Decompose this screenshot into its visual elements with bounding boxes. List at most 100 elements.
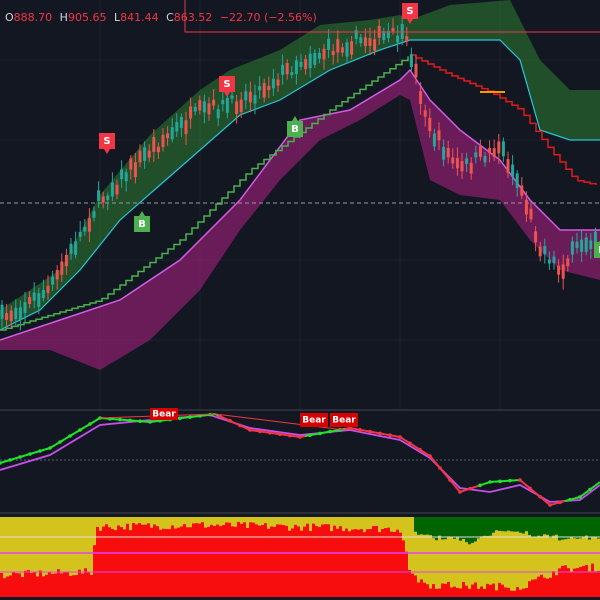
candle-body [106,195,110,200]
candle-body [285,63,289,75]
candle-body [37,293,41,307]
oscillator-dot [148,420,152,424]
hist-red [39,570,42,597]
hist-red [249,522,252,597]
hist-green [429,517,432,536]
hist-yellow [54,517,57,597]
hist-red [522,588,525,597]
hist-green [489,517,492,536]
hist-red [450,587,453,597]
hist-yellow [426,517,429,597]
candle-body [51,276,55,285]
hist-yellow [27,517,30,597]
candle-body [46,285,50,293]
oscillator-dot [358,428,362,432]
hist-red [234,526,237,597]
candle-body [327,38,331,50]
candle-body [189,106,193,119]
hist-red [585,564,588,597]
hist-red [498,582,501,597]
hist-red [147,523,150,597]
field-key: O [5,11,14,24]
candle-body [308,53,312,69]
hist-red [351,529,354,597]
hist-red [396,529,399,597]
candle-body [262,83,266,98]
oscillator-dot [328,429,332,434]
oscillator-dot [138,419,142,424]
hist-green [552,517,555,536]
hist-yellow [9,517,12,597]
candle-body [465,158,469,164]
hist-red [567,568,570,597]
hist-green [414,517,417,532]
hist-red [198,523,201,597]
hist-green [435,517,438,541]
oscillator-dot [28,452,32,456]
candle-body [460,161,464,172]
candle-body [138,150,142,163]
candle-body [193,106,197,112]
hist-red [33,572,36,597]
hist-red [471,584,474,597]
candle-body [92,211,96,218]
hist-yellow [579,517,582,597]
field-value: 905.65 [68,11,107,24]
candle-body [258,86,262,91]
hist-yellow [417,517,420,597]
hist-red [453,586,456,597]
candle-body [304,59,308,70]
hist-red [108,527,111,597]
hist-yellow [456,517,459,597]
hist-red [30,573,33,597]
hist-green [450,517,453,538]
hist-yellow [438,517,441,597]
hist-yellow [528,517,531,597]
signal-label: B [598,245,600,256]
divergence-line [214,413,346,431]
candle-body [9,310,13,322]
hist-red [594,571,597,597]
bear-label: Bear [300,413,328,427]
hist-red [438,588,441,597]
oscillator-dot [238,423,242,428]
hist-red [363,532,366,597]
oscillator-dot [308,433,312,438]
hist-red [486,583,489,597]
candle-body [216,109,220,119]
hist-yellow [84,517,87,597]
hist-red [474,582,477,597]
oscillator-dot [508,478,512,483]
hist-green [480,517,483,537]
candle-body [83,226,87,232]
hist-green [468,517,471,545]
oscillator-dot [248,428,252,432]
hist-green [579,517,582,539]
hist-red [324,524,327,597]
hist-red [90,574,93,597]
oscillator-dot [258,429,262,434]
oscillator-dot [528,486,532,491]
hist-yellow [447,517,450,597]
hist-yellow [18,517,21,597]
hist-red [189,527,192,597]
candle-body [267,85,271,91]
hist-yellow [465,517,468,597]
hist-red [165,528,168,597]
hist-red [219,526,222,597]
oscillator-dot [488,480,492,484]
divergence-label: Bear [332,416,356,426]
oscillator-dot [8,458,12,462]
oscillator-dot [568,497,572,502]
candle-body [166,133,170,139]
hist-yellow [90,517,93,597]
candle-body [345,42,349,57]
hist-red [456,587,459,597]
candle-body [41,290,45,299]
hist-green [486,517,489,536]
candle-body [446,147,450,158]
hist-green [582,517,585,538]
hist-green [465,517,468,543]
candle-body [32,292,36,301]
hist-red [276,524,279,597]
